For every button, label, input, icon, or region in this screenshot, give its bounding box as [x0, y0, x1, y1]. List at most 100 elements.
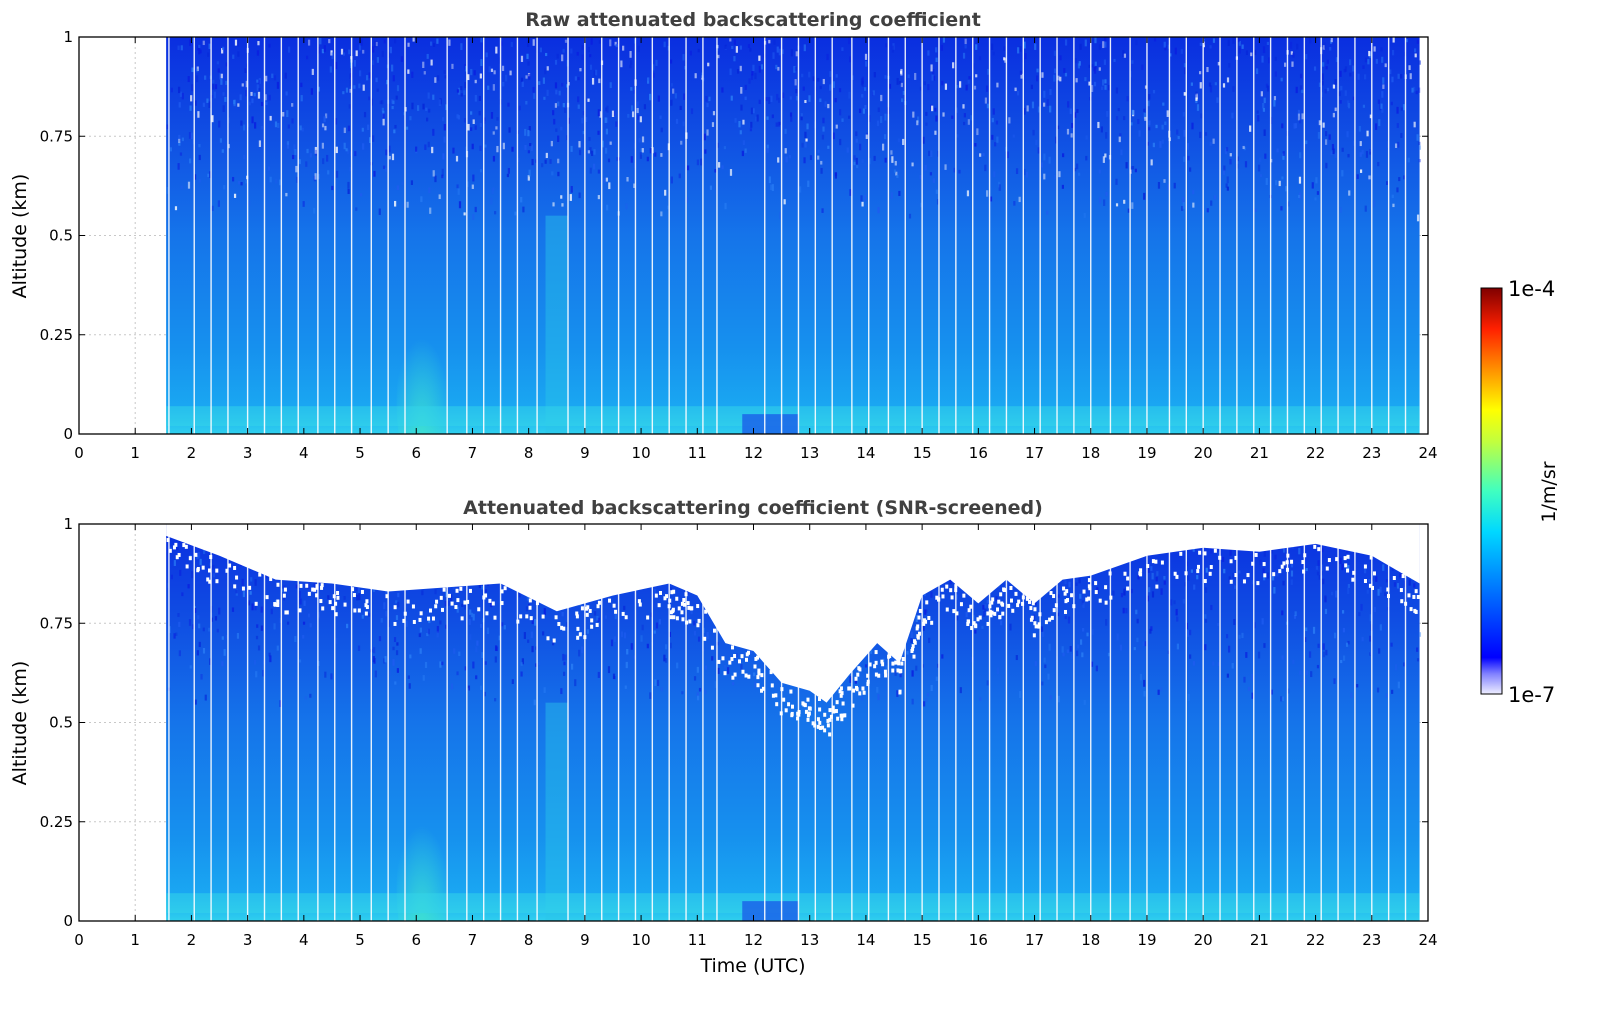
noise-cell — [1316, 664, 1320, 669]
x-tick-label: 7 — [468, 444, 478, 462]
noise-cell — [1161, 124, 1164, 130]
noise-cell — [216, 61, 219, 65]
noise-cell — [925, 111, 928, 116]
noise-cell — [1290, 570, 1294, 577]
noise-cell — [1359, 169, 1363, 173]
noise-cell — [1163, 575, 1166, 580]
noise-cell — [1321, 73, 1324, 81]
noise-cell — [891, 45, 894, 53]
noise-cell — [557, 135, 560, 142]
noise-cell — [1183, 92, 1186, 96]
noise-cell — [955, 107, 958, 113]
noise-cell — [1018, 196, 1021, 203]
x-tick-label: 13 — [800, 931, 819, 949]
noise-cell — [1148, 587, 1151, 593]
noise-cell — [1103, 59, 1107, 65]
noise-cell — [326, 154, 329, 162]
noise-cell — [1382, 564, 1385, 571]
screened-cell — [913, 640, 917, 645]
screened-cell — [672, 589, 676, 594]
screened-cell — [874, 650, 878, 655]
noise-cell — [1024, 53, 1027, 60]
noise-cell — [1150, 159, 1153, 166]
noise-cell — [358, 593, 361, 601]
noise-cell — [388, 145, 391, 153]
noise-cell — [620, 60, 623, 68]
noise-cell — [1077, 63, 1080, 69]
noise-cell — [1164, 46, 1167, 51]
noise-cell — [795, 96, 799, 101]
screened-cell — [1179, 551, 1183, 556]
screened-cell — [1104, 600, 1108, 605]
noise-cell — [1153, 38, 1157, 42]
noise-cell — [1084, 77, 1087, 82]
screened-cell — [959, 602, 963, 607]
y-tick-label: 0.75 — [40, 127, 73, 145]
noise-cell — [555, 128, 558, 132]
noise-cell — [500, 41, 503, 46]
screened-cell — [1048, 617, 1052, 622]
noise-cell — [274, 121, 278, 128]
noise-cell — [480, 37, 483, 43]
noise-cell — [824, 101, 827, 107]
noise-cell — [1212, 138, 1215, 144]
noise-cell — [1255, 68, 1259, 75]
noise-cell — [224, 96, 227, 102]
screened-cell — [891, 668, 895, 673]
noise-cell — [605, 147, 608, 154]
screened-cell — [756, 675, 760, 680]
noise-cell — [522, 206, 525, 213]
noise-cell — [378, 636, 382, 642]
noise-cell — [324, 671, 327, 678]
noise-cell — [175, 632, 178, 636]
noise-cell — [876, 120, 880, 127]
noise-cell — [1190, 82, 1193, 86]
screened-cell — [1278, 569, 1282, 574]
noise-cell — [808, 71, 811, 78]
screened-cell — [816, 724, 820, 729]
noise-cell — [1032, 129, 1035, 136]
noise-cell — [480, 59, 483, 67]
noise-cell — [670, 176, 673, 184]
screened-cell — [1234, 573, 1238, 578]
noise-cell — [507, 102, 510, 107]
noise-cell — [772, 52, 775, 59]
noise-cell — [975, 44, 978, 50]
noise-cell — [409, 116, 412, 121]
noise-cell — [1144, 641, 1147, 647]
noise-cell — [527, 150, 530, 154]
noise-cell — [598, 78, 601, 84]
screened-cell — [1017, 599, 1021, 604]
noise-cell — [1299, 670, 1302, 675]
noise-cell — [587, 47, 590, 53]
noise-cell — [849, 56, 852, 63]
noise-cell — [1416, 658, 1420, 662]
noise-cell — [303, 600, 306, 607]
screened-cell — [828, 732, 832, 737]
x-tick-label: 3 — [243, 931, 253, 949]
screened-cell — [276, 599, 280, 604]
screened-cell — [804, 709, 808, 714]
screened-cell — [862, 690, 866, 695]
noise-cell — [187, 181, 191, 189]
noise-cell — [254, 603, 257, 611]
noise-cell — [1053, 50, 1057, 56]
noise-cell — [1196, 575, 1199, 580]
noise-cell — [412, 37, 415, 42]
screened-cell — [196, 566, 200, 571]
noise-cell — [427, 629, 430, 634]
noise-cell — [1067, 616, 1071, 624]
noise-cell — [219, 138, 223, 143]
noise-cell — [984, 164, 987, 172]
screened-cell — [184, 544, 188, 549]
noise-cell — [1020, 73, 1023, 79]
noise-cell — [1084, 39, 1087, 47]
screened-cell — [945, 607, 949, 612]
screened-cell — [883, 669, 887, 674]
screened-cell — [428, 608, 432, 613]
noise-cell — [863, 194, 867, 202]
noise-cell — [472, 174, 475, 182]
noise-cell — [605, 117, 609, 123]
noise-cell — [987, 68, 990, 75]
noise-cell — [907, 74, 910, 79]
